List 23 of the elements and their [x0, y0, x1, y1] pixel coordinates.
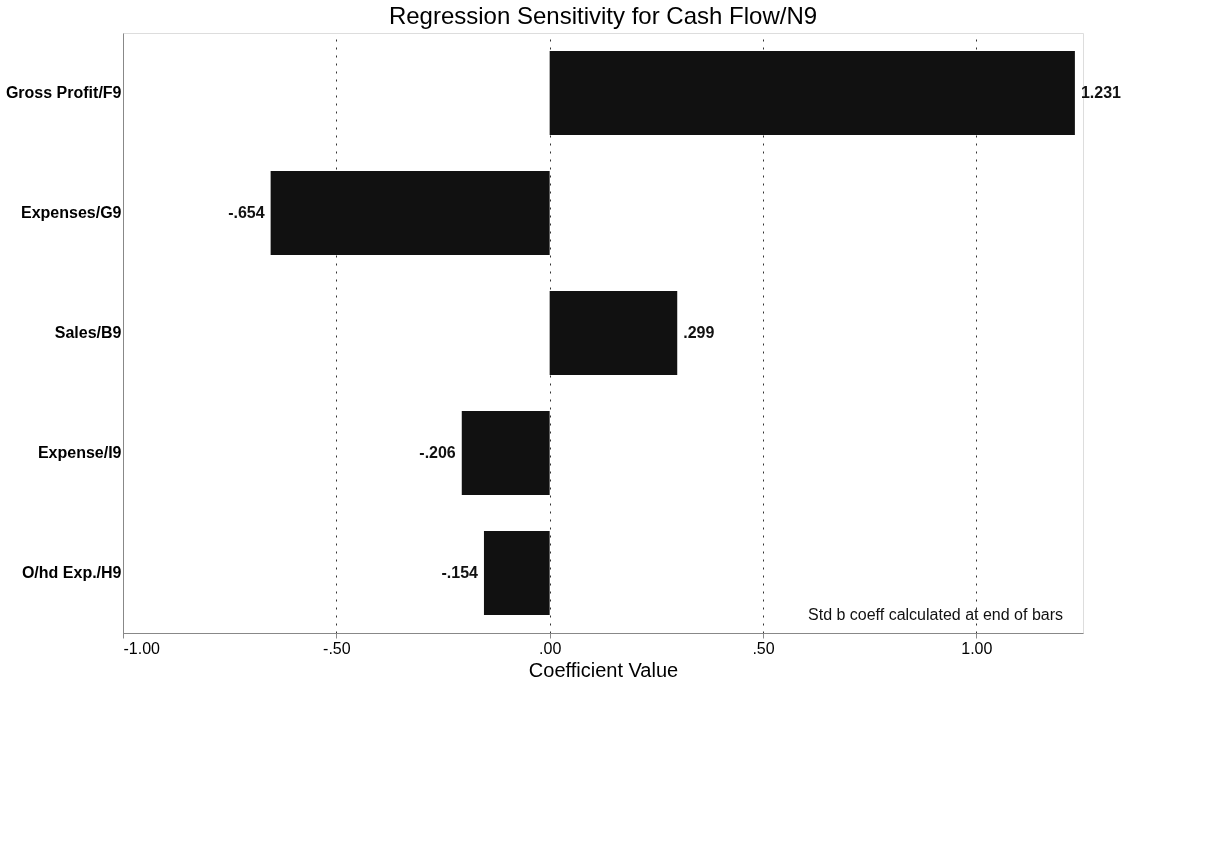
x-tick-label: .00 [539, 639, 562, 657]
x-tick-label: -1.00 [123, 639, 161, 657]
annotation: Std b coeff calculated at end of bars [808, 606, 1063, 623]
bar [270, 171, 550, 255]
data-label: .299 [683, 324, 715, 341]
y-tick-label: Gross Profit/F9 [5, 84, 122, 101]
chart-title: Regression Sensitivity for Cash Flow/N9 [388, 2, 818, 29]
x-tick-label: .50 [752, 639, 775, 657]
data-label: 1.231 [1080, 84, 1122, 101]
bar [461, 411, 550, 495]
bar [549, 291, 678, 375]
y-tick-label: Expenses/G9 [21, 204, 122, 221]
y-tick-label: Sales/B9 [54, 324, 122, 341]
y-tick-label: O/hd Exp./H9 [21, 564, 122, 581]
y-tick-label: Expense/I9 [37, 444, 122, 461]
x-tick-label: -.50 [323, 639, 351, 657]
data-label: -.654 [228, 204, 265, 221]
x-axis-title: Coefficient Value [528, 658, 679, 681]
data-label: -.154 [441, 564, 479, 581]
x-tick-label: 1.00 [961, 639, 993, 657]
bar [483, 531, 550, 615]
bar [549, 51, 1075, 135]
data-label: -.206 [419, 444, 456, 461]
